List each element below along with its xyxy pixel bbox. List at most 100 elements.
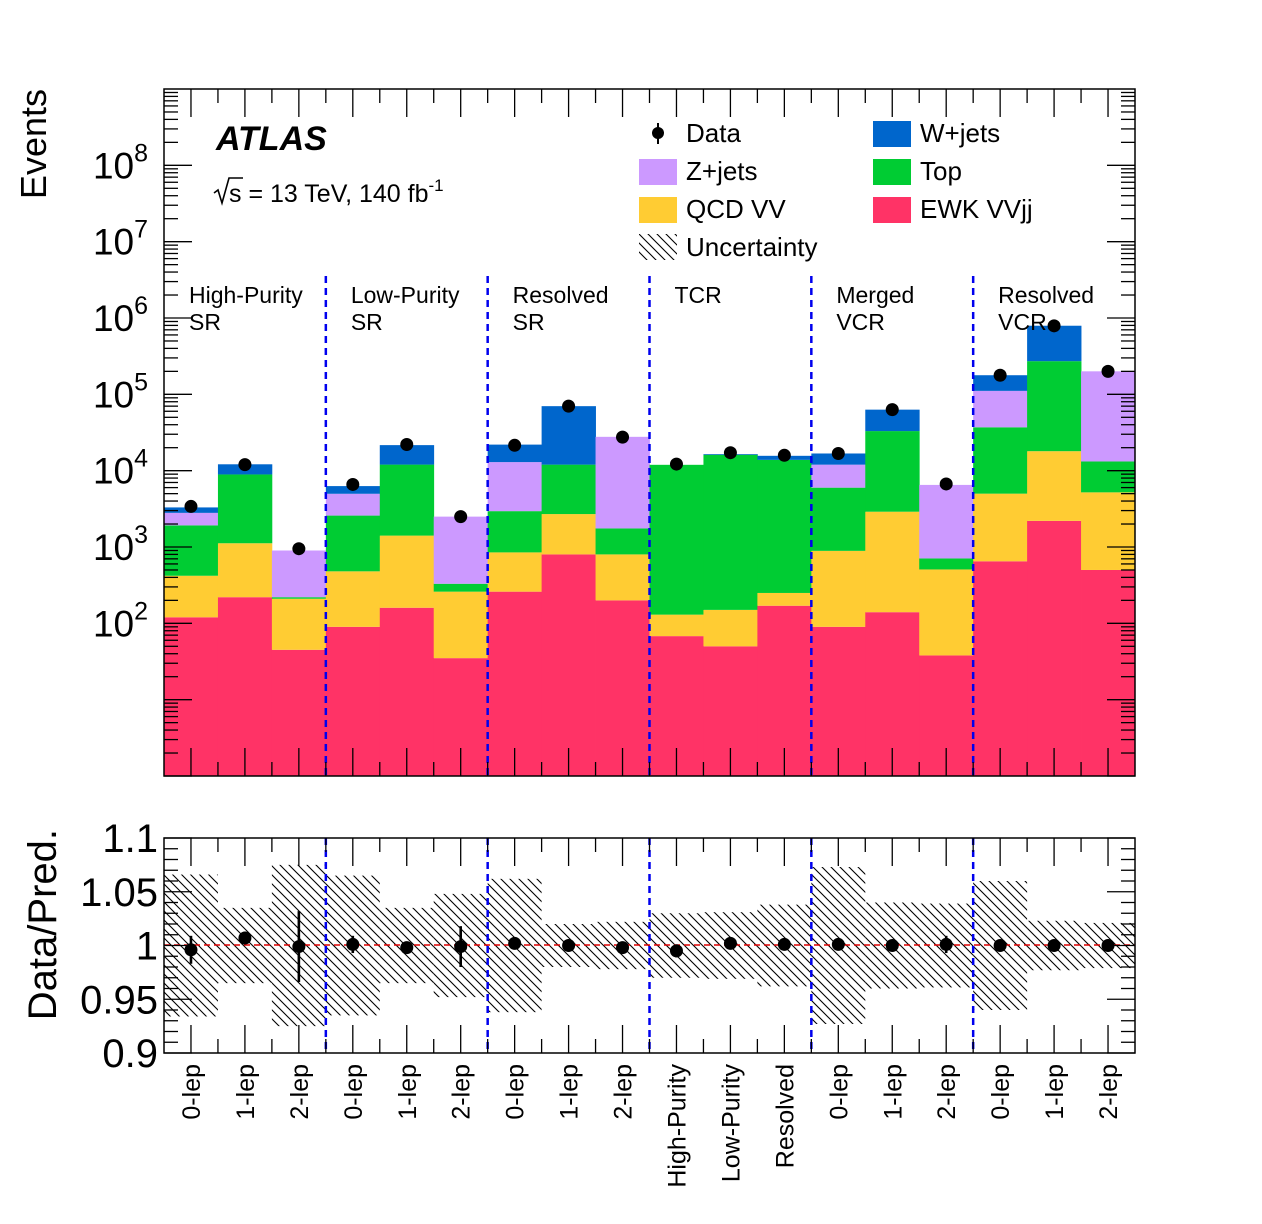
- sqrt-symbol: [213, 177, 243, 206]
- region-label: Resolved: [513, 282, 609, 308]
- ratio-point: [669, 944, 683, 958]
- ratio-tick-labels: 0.9 0.95 1 1.05 1.1: [80, 817, 158, 1076]
- stack-bar-top: [919, 558, 974, 570]
- data-point: [400, 438, 414, 452]
- stack-bar-top: [757, 459, 812, 593]
- x-tick-label: 0-lep: [825, 1064, 853, 1120]
- legend-item-wjets: W+jets: [873, 118, 1000, 148]
- y-tick-label: 105: [93, 368, 148, 415]
- stack-bar-w-jets: [487, 444, 543, 463]
- legend-data-marker: [652, 127, 664, 139]
- y-tick-mantissa: 10: [93, 603, 134, 644]
- ratio-point: [238, 931, 252, 945]
- stack-bar-qcd-vv: [1027, 451, 1082, 521]
- legend-label: W+jets: [920, 118, 1000, 148]
- stack-bar-top: [811, 487, 866, 551]
- region-label: Low-Purity: [351, 282, 460, 308]
- stack-bar-z-jets: [919, 484, 974, 559]
- stack-bar-z-jets: [271, 550, 327, 598]
- svg-text:s = 13 TeV, 140 fb-1: s = 13 TeV, 140 fb-1: [229, 176, 444, 208]
- y-tick-mantissa: 10: [93, 145, 134, 186]
- stack-bar-w-jets: [379, 445, 435, 465]
- stack-bar-qcd-vv: [1081, 492, 1135, 570]
- ratio-point: [616, 941, 630, 955]
- legend-item-uncertainty: Uncertainty: [639, 232, 818, 262]
- stack-bar-top: [649, 464, 704, 615]
- legend-swatch: [873, 197, 911, 223]
- data-points: [184, 319, 1115, 556]
- stack-bar-ewk-vvjj: [379, 607, 435, 776]
- data-point: [939, 477, 953, 491]
- legend-swatch: [639, 159, 677, 185]
- stack-bar-w-jets: [973, 375, 1028, 391]
- legend-item-zjets: Z+jets: [639, 156, 758, 186]
- y-tick-mantissa: 10: [93, 527, 134, 568]
- x-tick-label: 0-lep: [502, 1064, 530, 1120]
- y-tick-label: 102: [93, 597, 148, 644]
- stack-bar-top: [379, 464, 435, 536]
- x-tick-label: Low-Purity: [717, 1064, 745, 1183]
- stack-bar-qcd-vv: [325, 571, 381, 627]
- x-tick-label: 1-lep: [879, 1064, 907, 1120]
- stack-bar-qcd-vv: [865, 511, 920, 613]
- stack-bar-ewk-vvjj: [1027, 520, 1082, 776]
- legend-swatch: [639, 234, 677, 260]
- ratio-point: [400, 941, 414, 955]
- stack-bar-qcd-vv: [217, 543, 273, 598]
- y-tick-exponent: 8: [134, 139, 148, 167]
- stack-bar-top: [865, 431, 920, 512]
- ratio-point: [993, 939, 1007, 952]
- stack-bar-z-jets: [433, 516, 489, 584]
- stack-bar-qcd-vv: [271, 598, 327, 650]
- data-point: [993, 368, 1007, 382]
- legend-item-qcdvv: QCD VV: [639, 194, 786, 224]
- x-tick-label: 1-lep: [394, 1064, 422, 1120]
- stack-bar-z-jets: [1081, 371, 1135, 462]
- energy-label: = 13 TeV, 140 fb: [242, 180, 429, 208]
- stack-bar-qcd-vv: [541, 514, 596, 555]
- data-point: [777, 448, 791, 462]
- main-plot-frame: [163, 88, 1136, 777]
- legend-label: Data: [686, 118, 741, 148]
- y-tick-label: 108: [93, 139, 148, 186]
- stack-bar-w-jets: [865, 409, 920, 432]
- ratio-point: [885, 939, 899, 952]
- ratio-point: [292, 940, 306, 954]
- data-point: [885, 403, 899, 417]
- stack-bar-qcd-vv: [433, 591, 489, 659]
- legend-item-top: Top: [873, 156, 962, 186]
- stack-bar-ewk-vvjj: [487, 591, 543, 776]
- data-point: [238, 458, 252, 472]
- sqrt-s: s: [229, 180, 242, 208]
- stack-bar-top: [271, 597, 327, 599]
- stack-bar-z-jets: [325, 493, 381, 516]
- ratio-tick-label: 1.1: [102, 817, 158, 861]
- x-tick-label: 2-lep: [286, 1064, 314, 1120]
- y-axis-title: Events: [13, 89, 54, 199]
- region-label: SR: [513, 309, 545, 335]
- stack-bar-qcd-vv: [164, 575, 219, 618]
- stack-bar-ewk-vvjj: [973, 561, 1028, 776]
- data-point: [669, 457, 683, 471]
- stack-bar-qcd-vv: [811, 550, 866, 627]
- x-tick-label: High-Purity: [663, 1064, 691, 1188]
- stack-bar-qcd-vv: [487, 552, 543, 592]
- x-tick-label: 1-lep: [232, 1064, 260, 1120]
- stack-bar-ewk-vvjj: [541, 554, 596, 776]
- legend-label: Uncertainty: [686, 232, 818, 262]
- legend-item-ewkvvjj: EWK VVjj: [873, 194, 1033, 224]
- y-tick-mantissa: 10: [93, 374, 134, 415]
- y-tick-exponent: 2: [134, 597, 148, 625]
- y-tick-label: 106: [93, 292, 148, 339]
- region-label: SR: [189, 309, 221, 335]
- stack-bar-qcd-vv: [379, 535, 435, 608]
- data-point: [723, 446, 737, 460]
- data-point: [346, 477, 360, 491]
- stack-bar-qcd-vv: [595, 554, 650, 601]
- stack-bar-w-jets: [541, 406, 596, 465]
- stack-bar-top: [433, 583, 489, 592]
- data-point: [831, 446, 845, 460]
- y-tick-label: 107: [93, 216, 148, 263]
- stack-bar-qcd-vv: [919, 569, 974, 656]
